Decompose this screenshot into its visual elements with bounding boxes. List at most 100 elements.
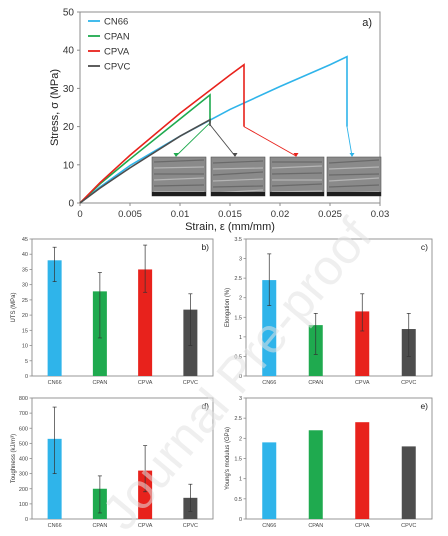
plot-b-ytick-label: 25 xyxy=(22,298,28,304)
bar-d-cpva xyxy=(138,470,153,519)
sem-inset-texture xyxy=(271,190,323,193)
plot-e-xtick-label: CPVC xyxy=(401,523,416,529)
plot-e-ytick-label: 0.5 xyxy=(234,497,242,503)
sem-inset-texture xyxy=(271,165,323,169)
plot-c-frame xyxy=(245,238,433,377)
sem-inset-texture xyxy=(153,184,205,187)
plot-a-xtick-label: 0.005 xyxy=(118,209,142,220)
sem-inset-texture xyxy=(153,166,205,169)
plot-a-ytick-label: 50 xyxy=(63,8,75,19)
plot-e-yaxis-title: Young's modulus (GPa) xyxy=(225,427,231,490)
plot-b-yaxis-title: UTS (MPa) xyxy=(11,292,17,322)
series-line-cpva xyxy=(79,63,245,204)
sem-inset-image xyxy=(326,156,382,197)
sem-inset-scalebar xyxy=(211,192,265,196)
plot-b-panel-label: b) xyxy=(201,242,209,252)
plot-b-ytick-label: 45 xyxy=(22,237,28,243)
bar-e-cpvc xyxy=(401,446,416,519)
legend-label-cn66: CN66 xyxy=(104,17,128,28)
plot-d-ytick-label: 600 xyxy=(19,426,28,432)
plot-a-xtick-label: 0.015 xyxy=(218,209,242,220)
sem-inset-texture xyxy=(153,177,205,181)
plot-a-ytick-label: 10 xyxy=(63,160,75,171)
bar-c-cpva xyxy=(355,311,370,376)
plot-e-xtick-label: CN66 xyxy=(262,523,276,529)
plot-a-xaxis-title: Strain, ε (mm/mm) xyxy=(185,221,275,233)
plot-a-xtick-label: 0 xyxy=(77,209,82,220)
sem-inset-texture xyxy=(212,178,264,182)
plot-b-ytick-label: 20 xyxy=(22,313,28,319)
plot-b-ytick-label: 0 xyxy=(25,374,28,380)
plot-d-ytick-label: 0 xyxy=(25,517,28,523)
plot-d-panel-label: d) xyxy=(201,401,209,411)
bar-e-cpva xyxy=(355,422,370,519)
series-line-cn66 xyxy=(79,55,348,204)
inset-pointer-arrowhead xyxy=(349,153,355,157)
plot-a-xtick-label: 0.03 xyxy=(371,209,390,220)
plot-c-ytick-label: 2.5 xyxy=(234,276,242,282)
plot-d-ytick-label: 700 xyxy=(19,411,28,417)
bar-d-cn66 xyxy=(47,438,62,519)
plot-a-ytick-label: 20 xyxy=(63,122,75,133)
sem-inset-texture xyxy=(328,166,380,170)
inset-pointer-arrowhead xyxy=(293,153,299,157)
sem-inset-texture xyxy=(328,173,380,176)
inset-pointer-line xyxy=(346,126,353,157)
sem-inset-image xyxy=(210,156,266,197)
plot-a-xtick-label: 0.02 xyxy=(271,209,290,220)
plot-e-ytick-label: 1 xyxy=(239,477,242,483)
plot-b-ytick-label: 10 xyxy=(22,344,28,350)
plot-e-ytick-label: 2 xyxy=(239,436,242,442)
inset-pointer-line xyxy=(209,124,236,157)
watermark-text: Journal Pre-proof xyxy=(91,208,382,536)
sem-inset-texture xyxy=(328,184,380,188)
plot-c-xtick-label: CPVA xyxy=(355,380,370,386)
sem-inset-texture xyxy=(271,183,323,187)
plot-a-yaxis-title: Stress, σ (MPa) xyxy=(49,69,61,146)
plot-d-ytick-label: 400 xyxy=(19,457,28,463)
plot-a-ytick-label: 40 xyxy=(63,46,75,57)
series-line-cpvc xyxy=(79,118,211,204)
plot-a-xtick-label: 0.025 xyxy=(318,209,342,220)
sem-inset-image xyxy=(151,156,207,197)
plot-c-xtick-label: CPAN xyxy=(308,380,323,386)
sem-inset-image xyxy=(269,156,325,197)
sem-inset-texture xyxy=(153,159,205,163)
plot-b-ytick-label: 30 xyxy=(22,283,28,289)
sem-inset-texture xyxy=(212,185,264,188)
inset-pointer-line xyxy=(243,126,297,157)
plot-d-ytick-label: 300 xyxy=(19,472,28,478)
legend-label-cpva: CPVA xyxy=(104,47,130,58)
bar-b-cn66 xyxy=(47,260,62,376)
plot-b-xtick-label: CPVA xyxy=(138,380,153,386)
plot-c-xtick-label: CN66 xyxy=(262,380,276,386)
plot-b-xtick-label: CN66 xyxy=(48,380,62,386)
sem-inset-scalebar xyxy=(327,192,381,196)
plot-d-ytick-label: 200 xyxy=(19,487,28,493)
plot-b-ytick-label: 35 xyxy=(22,267,28,273)
plot-c-ytick-label: 3.5 xyxy=(234,237,242,243)
plot-d-yaxis-title: Toughness (kJ/m³) xyxy=(11,434,17,483)
plot-d-ytick-label: 800 xyxy=(19,396,28,402)
plot-b-frame xyxy=(31,238,214,377)
sem-inset-texture xyxy=(328,177,380,182)
plot-c-ytick-label: 0.5 xyxy=(234,354,242,360)
sem-inset-texture xyxy=(212,171,264,176)
plot-a-ytick-label: 0 xyxy=(68,199,74,210)
bar-e-cn66 xyxy=(262,442,277,519)
sem-inset-texture xyxy=(212,160,264,164)
plot-c-xtick-label: CPVC xyxy=(401,380,416,386)
plot-c-ytick-label: 2 xyxy=(239,296,242,302)
plot-e-ytick-label: 1.5 xyxy=(234,457,242,463)
plot-c-ytick-label: 0 xyxy=(239,374,242,380)
plot-b-xtick-label: CPAN xyxy=(92,380,107,386)
legend-label-cpan: CPAN xyxy=(104,32,130,43)
plot-e-xtick-label: CPVA xyxy=(355,523,370,529)
plot-c-ytick-label: 1 xyxy=(239,335,242,341)
plot-c-ytick-label: 3 xyxy=(239,257,242,263)
plot-c-ytick-label: 1.5 xyxy=(234,315,242,321)
plot-e-ytick-label: 2.5 xyxy=(234,416,242,422)
plot-e-panel-label: e) xyxy=(420,401,428,411)
plot-d-xtick-label: CPVA xyxy=(138,523,153,529)
